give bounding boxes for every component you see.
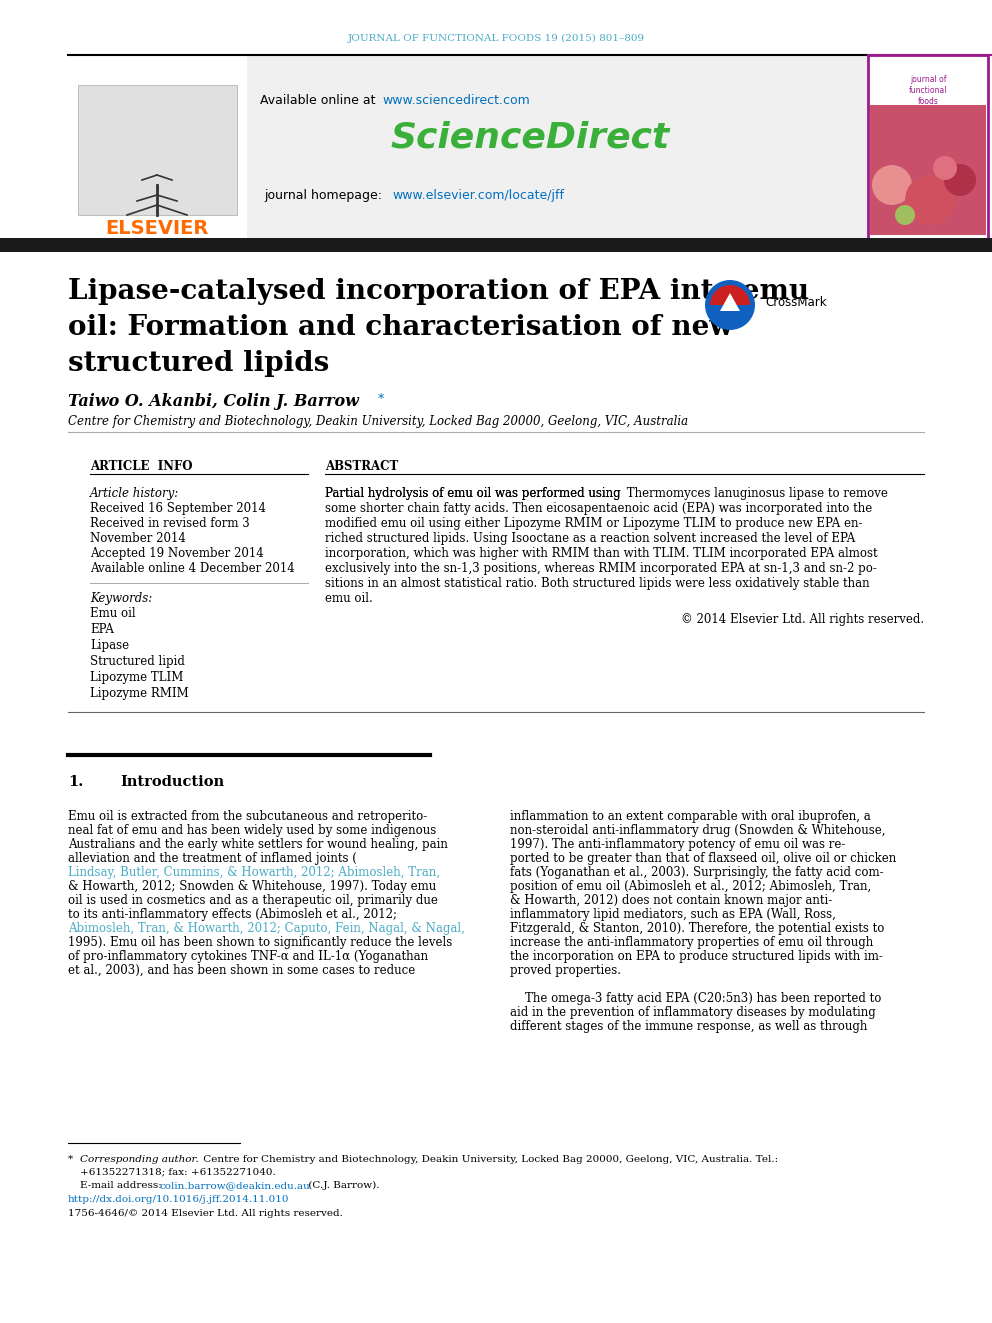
Text: 1995). Emu oil has been shown to significantly reduce the levels: 1995). Emu oil has been shown to signifi…	[68, 935, 452, 949]
Text: Taiwo O. Akanbi, Colin J. Barrow: Taiwo O. Akanbi, Colin J. Barrow	[68, 393, 359, 410]
Wedge shape	[710, 284, 750, 306]
Text: *: *	[374, 393, 384, 406]
Text: some shorter chain fatty acids. Then eicosapentaenoic acid (EPA) was incorporate: some shorter chain fatty acids. Then eic…	[325, 501, 872, 515]
Text: 1756-4646/© 2014 Elsevier Ltd. All rights reserved.: 1756-4646/© 2014 Elsevier Ltd. All right…	[68, 1209, 343, 1218]
Text: Keywords:: Keywords:	[90, 591, 152, 605]
Text: incorporation, which was higher with RMIM than with TLIM. TLIM incorporated EPA : incorporation, which was higher with RMI…	[325, 546, 878, 560]
Text: colin.barrow@deakin.edu.au: colin.barrow@deakin.edu.au	[160, 1181, 310, 1189]
Text: Structured lipid: Structured lipid	[90, 655, 185, 668]
Text: inflammatory lipid mediators, such as EPA (Wall, Ross,: inflammatory lipid mediators, such as EP…	[510, 908, 836, 921]
Text: Partial hydrolysis of emu oil was performed using: Partial hydrolysis of emu oil was perfor…	[325, 487, 624, 500]
Text: non-steroidal anti-inflammatory drug (Snowden & Whitehouse,: non-steroidal anti-inflammatory drug (Sn…	[510, 824, 886, 837]
Text: & Howarth, 2012) does not contain known major anti-: & Howarth, 2012) does not contain known …	[510, 894, 832, 908]
Text: increase the anti-inflammatory properties of emu oil through: increase the anti-inflammatory propertie…	[510, 935, 873, 949]
Text: position of emu oil (Abimosleh et al., 2012; Abimosleh, Tran,: position of emu oil (Abimosleh et al., 2…	[510, 880, 871, 893]
Circle shape	[933, 156, 957, 180]
Text: riched structured lipids. Using Isooctane as a reaction solvent increased the le: riched structured lipids. Using Isooctan…	[325, 532, 855, 545]
Text: Lipase: Lipase	[90, 639, 129, 652]
Text: www.elsevier.com/locate/jff: www.elsevier.com/locate/jff	[392, 188, 564, 201]
Text: et al., 2003), and has been shown in some cases to reduce: et al., 2003), and has been shown in som…	[68, 964, 416, 976]
Text: Partial hydrolysis of emu oil was performed using  Thermomyces lanuginosus lipas: Partial hydrolysis of emu oil was perfor…	[325, 487, 888, 500]
Text: inflammation to an extent comparable with oral ibuprofen, a: inflammation to an extent comparable wit…	[510, 810, 871, 823]
Text: (C.J. Barrow).: (C.J. Barrow).	[305, 1181, 380, 1191]
Text: E-mail address:: E-mail address:	[80, 1181, 165, 1189]
Text: structured lipids: structured lipids	[68, 351, 329, 377]
Text: sitions in an almost statistical ratio. Both structured lipids were less oxidati: sitions in an almost statistical ratio. …	[325, 577, 870, 590]
Text: Accepted 19 November 2014: Accepted 19 November 2014	[90, 546, 264, 560]
Text: emu oil.: emu oil.	[325, 591, 373, 605]
Text: fats (Yoganathan et al., 2003). Surprisingly, the fatty acid com-: fats (Yoganathan et al., 2003). Surprisi…	[510, 867, 884, 878]
Text: Australians and the early white settlers for wound healing, pain: Australians and the early white settlers…	[68, 837, 447, 851]
Circle shape	[895, 205, 915, 225]
Text: modified emu oil using either Lipozyme RMIM or Lipozyme TLIM to produce new EPA : modified emu oil using either Lipozyme R…	[325, 517, 862, 531]
Text: Fitzgerald, & Stanton, 2010). Therefore, the potential exists to: Fitzgerald, & Stanton, 2010). Therefore,…	[510, 922, 885, 935]
FancyBboxPatch shape	[78, 85, 237, 216]
Text: JOURNAL OF FUNCTIONAL FOODS 19 (2015) 801–809: JOURNAL OF FUNCTIONAL FOODS 19 (2015) 80…	[347, 33, 645, 42]
Text: Centre for Chemistry and Biotechnology, Deakin University, Locked Bag 20000, Gee: Centre for Chemistry and Biotechnology, …	[68, 415, 688, 429]
Circle shape	[872, 165, 912, 205]
Text: Available online at: Available online at	[261, 94, 380, 106]
FancyBboxPatch shape	[870, 105, 986, 235]
Text: Introduction: Introduction	[120, 775, 224, 789]
Text: ELSEVIER: ELSEVIER	[105, 218, 208, 238]
Text: proved properties.: proved properties.	[510, 964, 621, 976]
Text: The omega-3 fatty acid EPA (C20:5n3) has been reported to: The omega-3 fatty acid EPA (C20:5n3) has…	[510, 992, 881, 1005]
Text: Lipozyme TLIM: Lipozyme TLIM	[90, 671, 184, 684]
Text: Lipase-catalysed incorporation of EPA into emu: Lipase-catalysed incorporation of EPA in…	[68, 278, 809, 306]
Text: the incorporation on EPA to produce structured lipids with im-: the incorporation on EPA to produce stru…	[510, 950, 883, 963]
Text: November 2014: November 2014	[90, 532, 186, 545]
Text: ARTICLE  INFO: ARTICLE INFO	[90, 460, 192, 474]
Text: Centre for Chemistry and Biotechnology, Deakin University, Locked Bag 20000, Gee: Centre for Chemistry and Biotechnology, …	[200, 1155, 778, 1164]
Text: www.sciencedirect.com: www.sciencedirect.com	[382, 94, 530, 106]
Text: ABSTRACT: ABSTRACT	[325, 460, 398, 474]
Text: alleviation and the treatment of inflamed joints (: alleviation and the treatment of inflame…	[68, 852, 357, 865]
Text: neal fat of emu and has been widely used by some indigenous: neal fat of emu and has been widely used…	[68, 824, 436, 837]
Text: exclusively into the sn-1,3 positions, whereas RMIM incorporated EPA at sn-1,3 a: exclusively into the sn-1,3 positions, w…	[325, 562, 877, 576]
Text: of pro-inflammatory cytokines TNF-α and IL-1α (Yoganathan: of pro-inflammatory cytokines TNF-α and …	[68, 950, 429, 963]
Text: different stages of the immune response, as well as through: different stages of the immune response,…	[510, 1020, 867, 1033]
Text: EPA: EPA	[90, 623, 114, 636]
Text: aid in the prevention of inflammatory diseases by modulating: aid in the prevention of inflammatory di…	[510, 1005, 876, 1019]
Text: journal of
functional
foods: journal of functional foods	[909, 75, 947, 106]
Polygon shape	[720, 292, 740, 311]
Text: http://dx.doi.org/10.1016/j.jff.2014.11.010: http://dx.doi.org/10.1016/j.jff.2014.11.…	[68, 1195, 290, 1204]
Text: *: *	[68, 1155, 76, 1164]
Text: oil: Formation and characterisation of new: oil: Formation and characterisation of n…	[68, 314, 733, 341]
Text: ScienceDirect: ScienceDirect	[391, 120, 670, 155]
Text: +61352271318; fax: +61352271040.: +61352271318; fax: +61352271040.	[80, 1167, 276, 1176]
Text: Corresponding author.: Corresponding author.	[80, 1155, 198, 1164]
FancyBboxPatch shape	[868, 56, 988, 239]
FancyBboxPatch shape	[247, 56, 868, 239]
Text: Lipozyme RMIM: Lipozyme RMIM	[90, 687, 188, 700]
Text: © 2014 Elsevier Ltd. All rights reserved.: © 2014 Elsevier Ltd. All rights reserved…	[681, 613, 924, 626]
Text: Emu oil is extracted from the subcutaneous and retroperito-: Emu oil is extracted from the subcutaneo…	[68, 810, 428, 823]
Text: Received in revised form 3: Received in revised form 3	[90, 517, 250, 531]
Text: Lindsay, Butler, Cummins, & Howarth, 2012; Abimosleh, Tran,: Lindsay, Butler, Cummins, & Howarth, 201…	[68, 867, 440, 878]
Circle shape	[705, 280, 755, 329]
Text: ported to be greater than that of flaxseed oil, olive oil or chicken: ported to be greater than that of flaxse…	[510, 852, 896, 865]
Text: journal homepage:: journal homepage:	[264, 188, 390, 201]
FancyBboxPatch shape	[68, 56, 247, 239]
Text: to its anti-inflammatory effects (Abimosleh et al., 2012;: to its anti-inflammatory effects (Abimos…	[68, 908, 397, 921]
Circle shape	[905, 175, 955, 225]
Text: Article history:: Article history:	[90, 487, 180, 500]
Text: & Howarth, 2012; Snowden & Whitehouse, 1997). Today emu: & Howarth, 2012; Snowden & Whitehouse, 1…	[68, 880, 436, 893]
FancyBboxPatch shape	[0, 238, 992, 251]
Text: Received 16 September 2014: Received 16 September 2014	[90, 501, 266, 515]
Text: 1.: 1.	[68, 775, 83, 789]
Text: 1997). The anti-inflammatory potency of emu oil was re-: 1997). The anti-inflammatory potency of …	[510, 837, 845, 851]
Text: CrossMark: CrossMark	[765, 296, 826, 310]
Text: Available online 4 December 2014: Available online 4 December 2014	[90, 562, 295, 576]
Text: Abimosleh, Tran, & Howarth, 2012; Caputo, Fein, Nagal, & Nagal,: Abimosleh, Tran, & Howarth, 2012; Caputo…	[68, 922, 465, 935]
Text: Emu oil: Emu oil	[90, 607, 136, 620]
Circle shape	[944, 164, 976, 196]
Text: oil is used in cosmetics and as a therapeutic oil, primarily due: oil is used in cosmetics and as a therap…	[68, 894, 437, 908]
